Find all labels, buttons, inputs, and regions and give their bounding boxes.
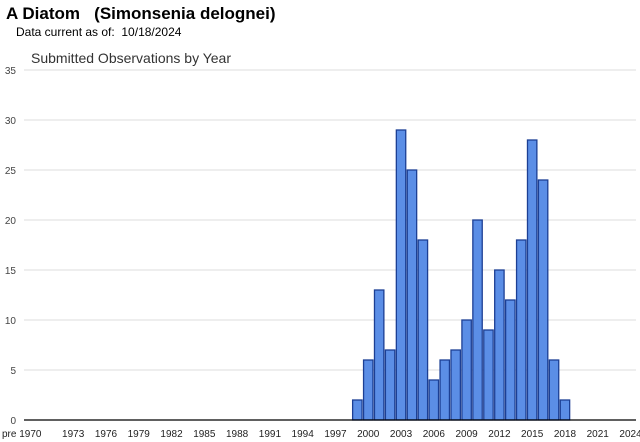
x-tick-label: 2012: [488, 429, 511, 440]
x-tick-label: 1976: [95, 429, 118, 440]
y-axis: 0 5 10 15 20 25 30 35: [5, 66, 17, 427]
bar: [373, 289, 385, 421]
x-tick-label: 2009: [455, 429, 478, 440]
bar: [351, 399, 363, 421]
bar: [439, 359, 451, 421]
x-tick-label: 2003: [390, 429, 413, 440]
y-tick-label: 25: [5, 166, 17, 177]
bar: [384, 349, 396, 421]
x-tick-label: 1994: [292, 429, 315, 440]
bar: [406, 169, 418, 421]
bar: [461, 319, 472, 421]
bar: [395, 129, 407, 421]
y-tick-label: 0: [10, 416, 16, 427]
x-tick-label: 2015: [521, 429, 544, 440]
bar: [548, 359, 560, 421]
bar: [450, 349, 462, 421]
bar: [526, 139, 538, 421]
x-tick-label: 1991: [259, 429, 282, 440]
x-tick-label: 1973: [62, 429, 85, 440]
y-tick-label: 35: [5, 66, 17, 77]
bar: [472, 219, 483, 421]
bars: [351, 129, 571, 421]
bar: [559, 399, 571, 421]
bar: [417, 239, 429, 421]
bar: [504, 299, 516, 421]
x-tick-label: 2000: [357, 429, 380, 440]
y-tick-label: 10: [5, 316, 17, 327]
x-tick-label: 2024: [619, 429, 640, 440]
bar: [362, 359, 374, 421]
x-tick-label: 1979: [128, 429, 151, 440]
y-tick-label: 15: [5, 266, 17, 277]
chart-title: Submitted Observations by Year: [31, 50, 231, 66]
y-tick-label: 20: [5, 216, 17, 227]
x-tick-label: 1985: [193, 429, 216, 440]
y-tick-label: 30: [5, 116, 17, 127]
x-tick-label: 2018: [554, 429, 577, 440]
x-tick-label: 1982: [160, 429, 183, 440]
bar: [537, 179, 549, 421]
bar: [483, 329, 494, 421]
x-tick-label: 2021: [587, 429, 610, 440]
y-tick-label: 5: [10, 366, 16, 377]
page-title: A Diatom (Simonsenia delognei): [6, 4, 276, 23]
bar: [494, 269, 505, 421]
x-tick-label: 1988: [226, 429, 249, 440]
x-tick-label: 1997: [324, 429, 347, 440]
x-tick-label: pre 1970: [2, 429, 42, 440]
bar: [428, 379, 440, 421]
x-axis: pre 1970 1973 1976 1979 1982 1985 1988 1991 1994…: [2, 419, 640, 440]
data-date-caption: Data current as of: 10/18/2024: [16, 25, 182, 39]
bar: [515, 239, 527, 421]
x-tick-label: 2006: [423, 429, 446, 440]
